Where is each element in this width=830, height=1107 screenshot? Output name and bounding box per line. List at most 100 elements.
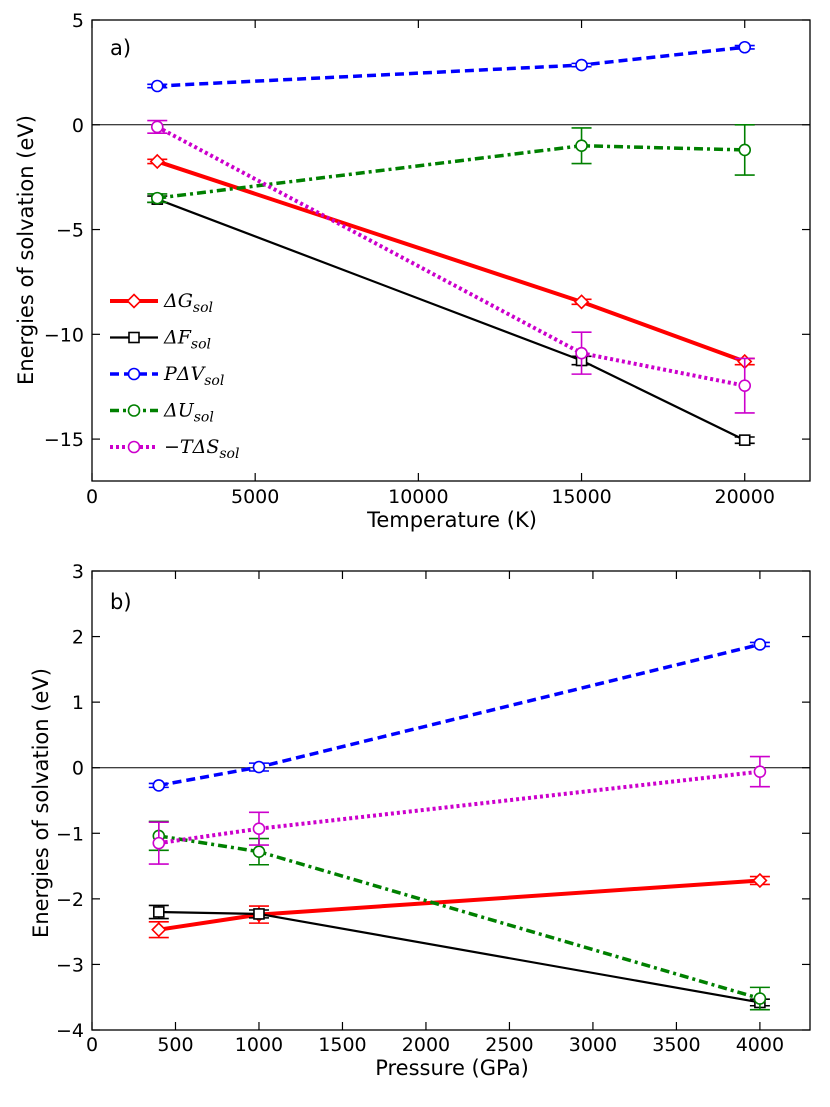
legend-marker-dF [128, 331, 140, 344]
x-tick-label-b: 3500 [652, 1034, 700, 1056]
data-point-dU [252, 845, 266, 858]
data-point-PdV [738, 40, 752, 54]
y-tick-label-a: −15 [44, 429, 84, 451]
x-tick-label-b: 1000 [235, 1034, 283, 1056]
y-tick-label-b: −1 [56, 823, 84, 845]
panel-label-a: a) [110, 36, 131, 60]
x-tick-label-a: 0 [86, 486, 98, 508]
data-point-dF [152, 906, 165, 918]
series-line-PdV [158, 642, 761, 788]
x-tick-label-a: 5000 [231, 486, 279, 508]
data-point-TdS [252, 822, 266, 835]
legend-label-dG: ΔGsol [163, 290, 213, 316]
series-dF-b [148, 904, 770, 1009]
series-line-dF [156, 198, 746, 442]
y-tick-label-b: 0 [72, 758, 84, 780]
series-line-PdV [157, 45, 745, 88]
x-tick-label-b: 2500 [485, 1034, 533, 1056]
legend-marker-TdS [127, 440, 141, 454]
y-tick-label-b: −3 [56, 954, 84, 976]
y-tick-label-a: −5 [56, 220, 84, 242]
data-point-PdV [753, 638, 767, 651]
legend-marker-dG [126, 293, 142, 309]
x-tick-label-b: 4000 [736, 1034, 784, 1056]
x-tick-label-b: 0 [86, 1034, 98, 1056]
x-axis-title-b: Pressure (GPa) [375, 1056, 529, 1080]
data-point-dU [738, 143, 752, 157]
data-point-TdS [575, 346, 588, 360]
data-point-dG [151, 922, 167, 938]
legend-label-subscript: sol [204, 373, 224, 389]
y-tick-label-b: 1 [72, 692, 84, 714]
legend-item-PdV: PΔVsol [110, 363, 224, 389]
x-axis-title-a: Temperature (K) [366, 508, 537, 532]
data-point-TdS [738, 379, 752, 392]
data-point-dU [575, 139, 588, 153]
legend-label-main: PΔV [163, 363, 207, 385]
data-point-TdS [753, 765, 767, 778]
y-axis-title-b: Energies of solvation (eV) [29, 668, 53, 938]
legend-item-TdS: −TΔSsol [110, 436, 239, 462]
plot-frame-b [91, 570, 811, 1031]
series-dF-a [147, 193, 755, 446]
panel-a-temperature-chart: a) Temperature (K) Energies of solvation… [14, 10, 811, 532]
data-point-PdV [152, 779, 166, 792]
series-line-TdS [158, 769, 761, 846]
legend-label-subscript: sol [191, 337, 211, 353]
y-tick-label-b: −2 [56, 889, 84, 911]
y-tick-label-a: −10 [44, 324, 84, 346]
x-tick-label-b: 1500 [318, 1034, 366, 1056]
series-TdS-a [147, 119, 755, 414]
y-tick-label-b: −4 [56, 1020, 84, 1042]
series-line-dF [158, 910, 761, 1004]
legend-item-dF: ΔFsol [110, 327, 211, 353]
data-point-dF [738, 434, 751, 446]
data-point-TdS [152, 836, 166, 850]
legend-label-TdS: −TΔSsol [164, 436, 239, 462]
series-line-dG [156, 159, 746, 364]
data-point-dF [253, 908, 265, 920]
series-line-dG [158, 878, 761, 932]
legend-label-dF: ΔFsol [163, 327, 211, 353]
series-dG-b [148, 872, 770, 939]
x-tick-label-a: 20000 [715, 486, 775, 508]
y-axis-title-a: Energies of solvation (eV) [14, 115, 38, 385]
panel-label-b: b) [110, 590, 132, 614]
legend-label-subscript: sol [193, 300, 213, 316]
legend-marker-PdV [127, 367, 141, 381]
y-tick-label-a: 5 [72, 10, 84, 32]
data-point-PdV [575, 58, 588, 72]
series-line-TdS [156, 125, 746, 388]
data-point-dG [149, 153, 165, 170]
legend-label-subscript: sol [194, 410, 214, 426]
legend-label-main: ΔU [163, 400, 195, 422]
data-point-PdV [150, 79, 164, 93]
legend-label-main: ΔF [163, 327, 192, 349]
y-tick-label-b: 2 [72, 627, 84, 649]
x-tick-label-b: 3000 [569, 1034, 617, 1056]
legend-label-main: ΔG [163, 290, 193, 312]
series-dU-a [147, 123, 755, 205]
legend-label-dU: ΔUsol [163, 400, 214, 426]
data-point-dG [573, 294, 590, 310]
data-point-TdS [150, 120, 164, 134]
data-point-dU [753, 992, 767, 1005]
series-TdS-b [148, 755, 770, 865]
x-tick-label-b: 500 [157, 1034, 193, 1056]
legend-label-main: −TΔS [164, 436, 219, 458]
legend-label-PdV: PΔVsol [163, 363, 224, 389]
x-tick-label-b: 2000 [402, 1034, 450, 1056]
data-point-dG [752, 872, 768, 889]
panel-b-pressure-chart: b) Pressure (GPa) Energies of solvation … [29, 561, 811, 1080]
plot-frame-a [91, 19, 811, 482]
data-point-dU [150, 191, 164, 205]
series-PdV-a [147, 40, 755, 93]
legend-item-dU: ΔUsol [110, 400, 214, 426]
x-tick-label-a: 10000 [388, 486, 448, 508]
legend-label-subscript: sol [219, 446, 239, 462]
legend-item-dG: ΔGsol [110, 290, 213, 316]
x-tick-label-a: 15000 [551, 486, 611, 508]
y-tick-label-b: 3 [72, 561, 84, 583]
